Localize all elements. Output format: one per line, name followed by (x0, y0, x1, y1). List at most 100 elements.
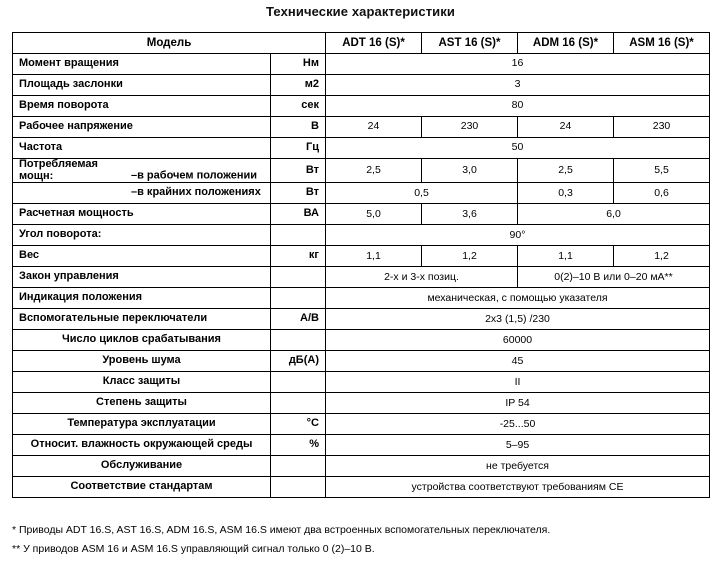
row-label: Уровень шума (12, 350, 271, 373)
row-value: 1,2 (421, 245, 518, 268)
row-sublabel-text: –в рабочем положении (131, 169, 258, 182)
row-label: Температура эксплуатации (12, 413, 271, 436)
page-title: Технические характеристики (266, 4, 455, 19)
header-model-adt: ADT 16 (S)* (325, 32, 422, 54)
row-unit (270, 371, 326, 394)
header-model-adm: ADM 16 (S)* (517, 32, 614, 54)
row-value: 80 (325, 95, 710, 117)
row-label: Обслуживание (12, 455, 271, 478)
row-label: Класс защиты (12, 371, 271, 394)
row-value: 2х3 (1,5) /230 (325, 308, 710, 331)
row-value: 90° (325, 224, 710, 247)
row-label-text: Потребляемая мощн: (19, 158, 98, 182)
row-unit (270, 287, 326, 310)
row-value: 3,6 (421, 203, 518, 226)
row-value: II (325, 371, 710, 394)
row-unit: Вт (270, 182, 326, 205)
row-label-power-consumption-end: –в крайних положениях (12, 182, 271, 205)
table-row: –в крайних положениях Вт 0,5 0,3 0,6 (12, 182, 710, 205)
table-row: Число циклов срабатывания 60000 (12, 329, 710, 352)
table-row: Обслуживание не требуется (12, 455, 710, 478)
row-value: 24 (325, 116, 422, 138)
header-model-label: Модель (12, 32, 326, 54)
table-row: Время поворота сек 80 (12, 95, 710, 117)
table-row: Рабочее напряжение В 24 230 24 230 (12, 116, 710, 138)
row-value: 0(2)–10 В или 0–20 мА** (517, 266, 710, 289)
table-row: Степень защиты IP 54 (12, 392, 710, 415)
table-row: Площадь заслонки м2 3 (12, 74, 710, 96)
row-unit: °С (270, 413, 326, 436)
table-row: Потребляемая мощн: –в рабочем положении В… (12, 157, 710, 184)
row-unit: А/В (270, 308, 326, 331)
row-value: 50 (325, 137, 710, 159)
row-label: Индикация положения (12, 287, 271, 310)
row-unit: В (270, 116, 326, 138)
row-unit: Гц (270, 137, 326, 159)
row-label: Вес (12, 245, 271, 268)
row-value: 2,5 (325, 157, 422, 184)
row-unit (270, 224, 326, 247)
row-label: Рабочее напряжение (12, 116, 271, 138)
table-row: Частота Гц 50 (12, 137, 710, 159)
table-header-row: Модель ADT 16 (S)* AST 16 (S)* ADM 16 (S… (12, 32, 710, 54)
row-value: 5–95 (325, 434, 710, 457)
technical-specifications-table: Модель ADT 16 (S)* AST 16 (S)* ADM 16 (S… (12, 32, 710, 499)
table-row: Класс защиты II (12, 371, 710, 394)
row-sublabel-text: –в крайних положениях (131, 186, 261, 199)
table-row: Уровень шума дБ(А) 45 (12, 350, 710, 373)
row-label: Относит. влажность окружающей среды (12, 434, 271, 457)
table-row: Закон управления 2-х и 3-х позиц. 0(2)–1… (12, 266, 710, 289)
row-label: Вспомогательные переключатели (12, 308, 271, 331)
row-unit: м2 (270, 74, 326, 96)
table-row: Соответствие стандартам устройства соотв… (12, 476, 710, 499)
row-value: механическая, с помощью указателя (325, 287, 710, 310)
row-unit: кг (270, 245, 326, 268)
row-value: 3,0 (421, 157, 518, 184)
footnote-single-asterisk: * Приводы ADT 16.S, AST 16.S, ADM 16.S, … (12, 524, 551, 536)
row-unit: сек (270, 95, 326, 117)
row-value: 0,3 (517, 182, 614, 205)
table-row: Расчетная мощность ВА 5,0 3,6 6,0 (12, 203, 710, 226)
row-value: 3 (325, 74, 710, 96)
row-value: не требуется (325, 455, 710, 478)
table-row: Вспомогательные переключатели А/В 2х3 (1… (12, 308, 710, 331)
header-model-asm: ASM 16 (S)* (613, 32, 710, 54)
row-label: Момент вращения (12, 53, 271, 75)
row-unit (270, 329, 326, 352)
row-value: 2-х и 3-х позиц. (325, 266, 518, 289)
row-value: 60000 (325, 329, 710, 352)
row-unit (270, 392, 326, 415)
row-unit: Нм (270, 53, 326, 75)
row-value: 0,6 (613, 182, 710, 205)
row-unit: дБ(А) (270, 350, 326, 373)
row-label: Угол поворота: (12, 224, 271, 247)
footnotes-section: * Приводы ADT 16.S, AST 16.S, ADM 16.S, … (12, 524, 712, 562)
row-value: -25...50 (325, 413, 710, 436)
table-row: Вес кг 1,1 1,2 1,1 1,2 (12, 245, 710, 268)
row-label-power-consumption: Потребляемая мощн: –в рабочем положении (12, 157, 271, 184)
header-model-ast: AST 16 (S)* (421, 32, 518, 54)
row-value: 230 (613, 116, 710, 138)
row-value: 0,5 (325, 182, 518, 205)
spec-table-container: Модель ADT 16 (S)* AST 16 (S)* ADM 16 (S… (12, 32, 710, 499)
row-value: 1,2 (613, 245, 710, 268)
row-value: IP 54 (325, 392, 710, 415)
row-label: Соответствие стандартам (12, 476, 271, 499)
row-unit (270, 266, 326, 289)
table-row: Индикация положения механическая, с помо… (12, 287, 710, 310)
table-row: Момент вращения Нм 16 (12, 53, 710, 75)
row-label: Частота (12, 137, 271, 159)
row-unit: % (270, 434, 326, 457)
row-value: 6,0 (517, 203, 710, 226)
table-row: Относит. влажность окружающей среды % 5–… (12, 434, 710, 457)
row-value: устройства соответствуют требованиям СЕ (325, 476, 710, 499)
row-unit (270, 455, 326, 478)
row-value: 45 (325, 350, 710, 373)
row-value: 1,1 (517, 245, 614, 268)
row-label: Расчетная мощность (12, 203, 271, 226)
row-unit: Вт (270, 157, 326, 184)
table-row: Температура эксплуатации °С -25...50 (12, 413, 710, 436)
row-unit (270, 476, 326, 499)
row-value: 16 (325, 53, 710, 75)
row-unit: ВА (270, 203, 326, 226)
